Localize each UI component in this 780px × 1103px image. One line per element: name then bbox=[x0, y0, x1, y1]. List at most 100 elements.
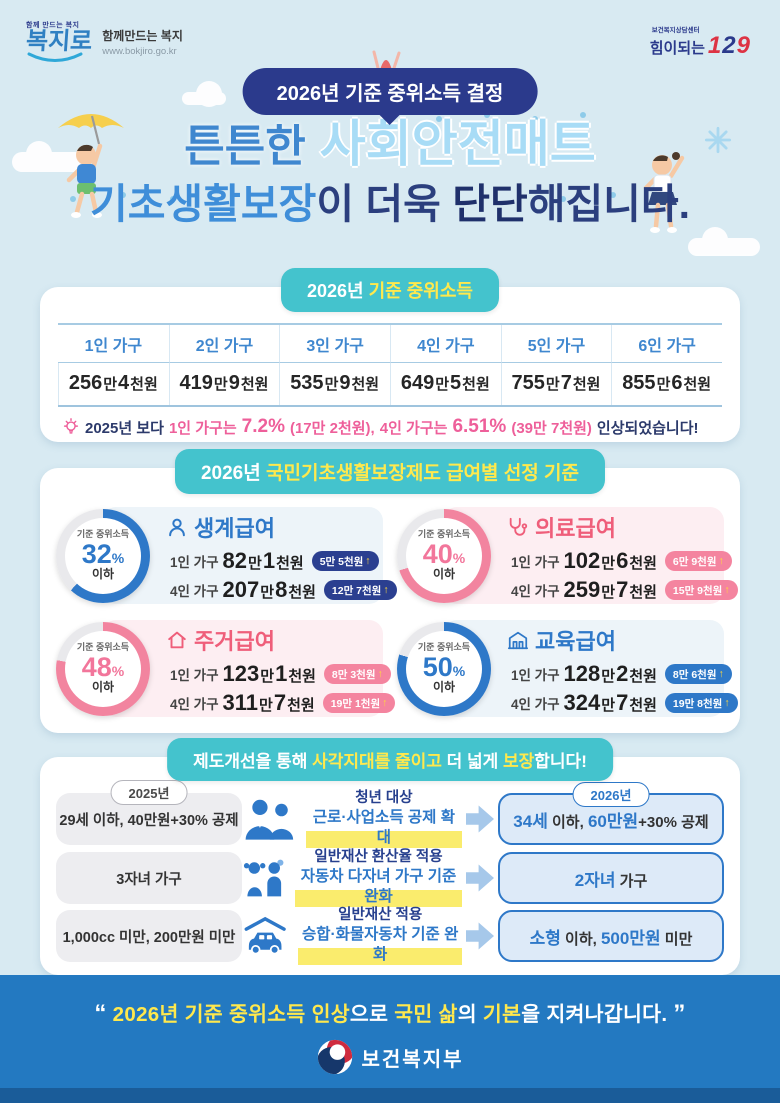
increase-badge: 15만 9천원 ↑ bbox=[664, 580, 738, 600]
after-card: 소형 이하, 500만원 미만 bbox=[498, 910, 724, 962]
headline-line1: 튼튼한 사회안전매트 bbox=[184, 116, 596, 172]
income-value: 535만9천원 bbox=[279, 363, 390, 405]
dot-decoration bbox=[610, 192, 616, 198]
column-header: 5인 가구 bbox=[500, 325, 612, 363]
amount: 128만2천원 bbox=[563, 661, 657, 686]
amount: 324만7천원 bbox=[563, 690, 657, 715]
after-text: 2자녀 가구 bbox=[574, 870, 648, 890]
bokjiro-url[interactable]: www.bokjiro.go.kr bbox=[102, 46, 177, 57]
swoosh-underline-icon bbox=[27, 52, 83, 62]
bottom-strip bbox=[0, 1088, 780, 1103]
ratio-donut: 기준 중위소득 40% 이하 bbox=[397, 508, 491, 603]
up-arrow-icon: ↑ bbox=[382, 697, 388, 709]
footer-quote: “2026년 기준 중위소득 인상으로 국민 삶의 기본을 지켜나갑니다.” bbox=[94, 1000, 686, 1027]
before-text: 29세 이하, 40만원+30% 공제 bbox=[59, 812, 239, 829]
dot-decoration bbox=[436, 116, 442, 122]
before-text: 3자녀 가구 bbox=[116, 871, 182, 888]
income-value: 649만5천원 bbox=[389, 363, 501, 405]
increase-badge: 8만 3천원 ↑ bbox=[323, 664, 391, 684]
cloud-decoration bbox=[688, 227, 760, 256]
benefit-card-uiryo: 기준 중위소득 40% 이하 의료급여 1인 가구 102만6천원 6만 9천원 ↑ bbox=[397, 504, 738, 607]
dot-decoration bbox=[580, 112, 586, 118]
taegeuk-emblem-icon bbox=[317, 1039, 352, 1075]
amount: 102만6천원 bbox=[563, 548, 657, 573]
benefit-row: 4인 가구 259만7천원 15만 9천원 ↑ bbox=[507, 577, 738, 603]
benefit-title: 의료급여 bbox=[507, 511, 718, 543]
improvements-section: 제도개선을 통해 사각지대를 줄이고 더 넓게 보장합니다! 2025년 29세… bbox=[40, 738, 740, 975]
people-icon bbox=[245, 799, 294, 840]
improvement-row-children: 3자녀 가구 일반재산 환산율 적용 자동차 다자녀 가구 기준 완화 2자녀 가… bbox=[56, 848, 724, 908]
up-arrow-icon: ↑ bbox=[383, 584, 389, 596]
increase-note: 2025년 보다 1인 가구는 7.2% (17만 2천원), 4인 가구는 6… bbox=[62, 416, 718, 438]
ministry-logo: 보건복지부 bbox=[0, 1039, 780, 1075]
benefit-card-saenggye: 기준 중위소득 32% 이하 생계급여 1인 가구 82만1천원 5만 5천원 ↑ bbox=[56, 504, 397, 607]
ministry-name: 보건복지부 bbox=[361, 1048, 464, 1071]
benefits-section: 2026년 국민기초생활보장제도 급여별 선정 기준 기준 중위소득 32% 이하 … bbox=[40, 449, 740, 733]
helpline-129-logo[interactable]: 보건복지상담센터 힘이되는 1 2 9 bbox=[650, 24, 750, 58]
column-header: 4인 가구 bbox=[389, 325, 501, 363]
bokjiro-side: 함께만드는 복지 www.bokjiro.go.kr bbox=[102, 27, 183, 57]
stethoscope-icon bbox=[509, 517, 528, 536]
ratio-donut: 기준 중위소득 50% 이하 bbox=[397, 621, 491, 716]
arrow-icon bbox=[466, 805, 494, 833]
column-header: 3인 가구 bbox=[279, 325, 390, 363]
arrow-icon bbox=[466, 922, 494, 950]
waving-child-illustration bbox=[643, 152, 685, 233]
dot-decoration bbox=[170, 196, 176, 202]
footer: “2026년 기준 중위소득 인상으로 국민 삶의 기본을 지켜나갑니다.” 보… bbox=[0, 975, 780, 1103]
income-value: 755만7천원 bbox=[500, 363, 612, 405]
car-icon bbox=[244, 916, 286, 955]
helpline-text: 힘이되는 bbox=[649, 40, 705, 57]
income-section-title: 2026년 기준 중위소득 bbox=[281, 268, 499, 312]
column-header: 2인 가구 bbox=[168, 325, 280, 363]
increase-badge: 12만 7천원 ↑ bbox=[323, 580, 397, 600]
benefit-row: 4인 가구 324만7천원 19만 8천원 ↑ bbox=[507, 690, 738, 716]
benefits-section-title: 2026년 국민기초생활보장제도 급여별 선정 기준 bbox=[174, 449, 606, 494]
income-table: 1인 가구 2인 가구 3인 가구 4인 가구 5인 가구 6인 가구 256만… bbox=[58, 323, 722, 407]
increase-badge: 19만 1천원 ↑ bbox=[322, 693, 396, 713]
improvement-row-youth: 2025년 29세 이하, 40만원+30% 공제 청년 대상 근로·사업소득 공… bbox=[56, 780, 724, 849]
dot-decoration bbox=[120, 192, 126, 198]
change-description: 청년 대상 근로·사업소득 공제 확대 bbox=[242, 789, 462, 849]
change-description: 일반재산 적용 승합·화물자동차 기준 완화 bbox=[242, 906, 462, 966]
bokjiro-wordmark: 함께 만드는 복지 복지로 bbox=[25, 20, 93, 64]
benefit-row: 1인 가구 82만1천원 5만 5천원 ↑ bbox=[166, 548, 379, 574]
bokjiro-logo[interactable]: 함께 만드는 복지 복지로 함께만드는 복지 www.bokjiro.go.kr bbox=[25, 20, 183, 64]
digit-9: 9 bbox=[736, 32, 750, 59]
increase-badge: 6만 9천원 ↑ bbox=[664, 551, 732, 571]
dot-decoration bbox=[70, 196, 76, 202]
cloud-decoration bbox=[182, 81, 226, 107]
donut-percent: 40% bbox=[422, 538, 466, 569]
benefit-card-jugeo: 기준 중위소득 48% 이하 주거급여 1인 가구 123만1천원 8만 3천원 ↑ bbox=[56, 617, 396, 720]
up-arrow-icon: ↑ bbox=[365, 555, 371, 567]
before-card: 1,000cc 미만, 200만원 미만 bbox=[56, 910, 242, 962]
digit-1: 1 bbox=[707, 32, 722, 59]
lightbulb-icon bbox=[63, 418, 79, 434]
ribbon-banner: 2026년 기준 중위소득 결정 bbox=[242, 68, 538, 115]
income-value: 855만6천원 bbox=[611, 363, 722, 405]
benefit-row: 1인 가구 128만2천원 8만 6천원 ↑ bbox=[507, 661, 732, 687]
after-card: 2자녀 가구 bbox=[498, 852, 724, 904]
bokjiro-small-text: 함께 만드는 복지 bbox=[26, 22, 80, 29]
benefit-row: 4인 가구 207만8천원 12만 7천원 ↑ bbox=[166, 577, 397, 603]
after-card: 2026년 34세 이하, 60만원+30% 공제 bbox=[498, 782, 724, 845]
benefit-row: 1인 가구 102만6천원 6만 9천원 ↑ bbox=[507, 548, 732, 574]
up-arrow-icon: ↑ bbox=[724, 584, 730, 596]
increase-badge: 8만 6천원 ↑ bbox=[664, 664, 732, 684]
children-icon bbox=[243, 859, 284, 897]
benefit-title: 교육급여 bbox=[507, 624, 718, 656]
open-quote-mark: “ bbox=[94, 1000, 107, 1027]
year-badge-2025: 2025년 bbox=[110, 780, 188, 805]
ratio-donut: 기준 중위소득 48% 이하 bbox=[56, 621, 150, 716]
before-card: 2025년 29세 이하, 40만원+30% 공제 bbox=[56, 780, 242, 845]
person-icon bbox=[169, 518, 185, 537]
income-value: 419만9천원 bbox=[168, 363, 280, 405]
house-icon bbox=[168, 631, 186, 649]
school-icon bbox=[507, 631, 529, 650]
change-description: 일반재산 환산율 적용 자동차 다자녀 가구 기준 완화 bbox=[242, 848, 462, 908]
donut-percent: 50% bbox=[422, 651, 466, 682]
donut-percent: 32% bbox=[81, 538, 125, 569]
improvement-row-vehicle: 1,000cc 미만, 200만원 미만 일반재산 적용 승합·화물자동차 기준 … bbox=[56, 906, 724, 966]
up-arrow-icon: ↑ bbox=[718, 555, 724, 567]
